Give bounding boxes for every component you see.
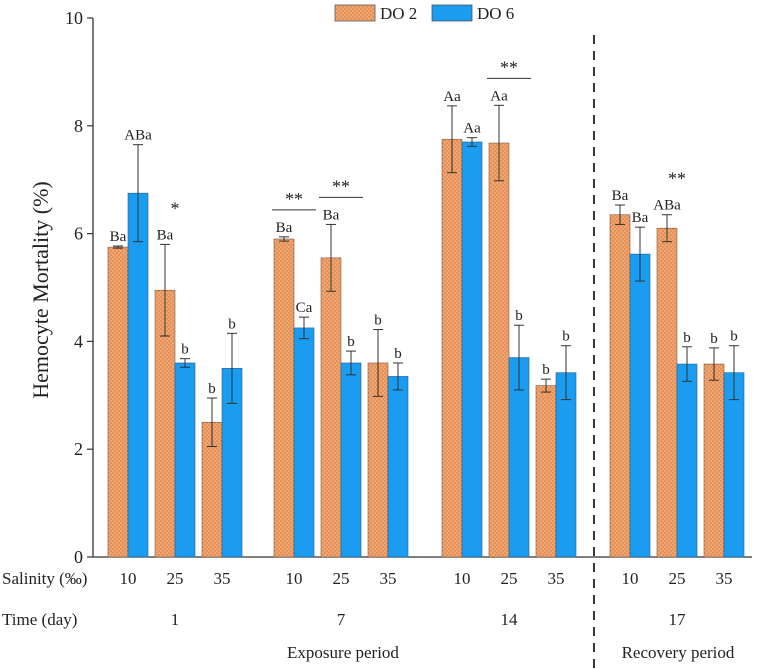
bar-do2: [488, 142, 510, 558]
bar-do6: [174, 362, 196, 558]
time-row-label: Time (day): [2, 610, 77, 629]
salinity-tick-label: 10: [454, 569, 471, 588]
salinity-tick-label: 35: [380, 569, 397, 588]
bar-do6: [127, 192, 149, 558]
time-tick-label: 1: [171, 610, 180, 629]
data-label-do6: b: [228, 316, 236, 332]
bar-do2: [703, 363, 725, 558]
y-tick-label: 4: [74, 331, 83, 351]
salinity-tick-label: 35: [716, 569, 733, 588]
data-label-do2: Ba: [157, 227, 174, 243]
significance-mark: **: [332, 176, 350, 196]
data-label-do6: b: [181, 342, 189, 358]
y-ticks: 0 2 4 6 8 10: [65, 8, 93, 567]
recovery-period-label: Recovery period: [622, 643, 735, 662]
legend-label-do6: DO 6: [477, 4, 514, 23]
y-tick-label: 6: [74, 224, 83, 244]
data-label-do2: Ba: [612, 188, 629, 204]
data-label-do2: Ba: [110, 229, 127, 245]
significance-mark: **: [500, 57, 518, 77]
salinity-tick-label: 10: [622, 569, 639, 588]
bar-do6: [387, 376, 409, 558]
bar-do2: [441, 138, 463, 558]
data-label-do6: b: [562, 329, 570, 345]
y-tick-label: 0: [74, 547, 83, 567]
time-tick-label: 17: [669, 610, 687, 629]
salinity-tick-label: 25: [333, 569, 350, 588]
salinity-tick-label: 35: [548, 569, 565, 588]
salinity-tick-label: 35: [214, 569, 231, 588]
data-label-do6: b: [347, 334, 355, 350]
data-label-do6: Ba: [632, 210, 649, 226]
bar-do6: [723, 372, 745, 558]
data-label-do2: Ba: [323, 207, 340, 223]
legend: DO 2 DO 6: [334, 4, 514, 23]
annotations: BaABaBabbb*BaCaBabbb****AaAaAabbb**BaBaA…: [110, 57, 738, 397]
salinity-tick-label: 25: [501, 569, 518, 588]
legend-swatch-do2: [334, 4, 376, 22]
bar-do6: [629, 253, 651, 558]
data-label-do2: Ba: [276, 220, 293, 236]
bar-do2: [320, 257, 342, 558]
salinity-tick-label: 25: [167, 569, 184, 588]
significance-mark: **: [285, 189, 303, 209]
bar-do6: [676, 363, 698, 558]
data-label-do2: ABa: [653, 198, 681, 214]
data-label-do2: b: [710, 331, 718, 347]
time-tick-label: 14: [501, 610, 519, 629]
data-label-do6: b: [683, 330, 691, 346]
x-category-rows: 10 25 35 1 10 25 35 7 10 25 35 14 10 25 35 17: [120, 569, 733, 629]
salinity-tick-label: 10: [120, 569, 137, 588]
bar-do2: [107, 246, 129, 558]
data-label-do6: ABa: [124, 128, 152, 144]
data-label-do6: b: [394, 346, 402, 362]
data-label-do2: b: [208, 381, 216, 397]
legend-label-do2: DO 2: [380, 4, 417, 23]
data-label-do6: b: [730, 329, 738, 345]
y-tick-label: 8: [74, 116, 83, 136]
bar-do2: [535, 385, 557, 558]
data-label-do2: b: [542, 362, 550, 378]
data-label-do2: Aa: [443, 89, 461, 105]
time-tick-label: 7: [337, 610, 346, 629]
bar-do6: [461, 141, 483, 558]
salinity-tick-label: 25: [669, 569, 686, 588]
legend-swatch-do6: [431, 4, 473, 22]
y-axis-label: Hemocyte Mortality (%): [28, 181, 53, 399]
data-label-do2: Aa: [490, 88, 508, 104]
bar-do2: [656, 227, 678, 558]
data-label-do6: Aa: [463, 121, 481, 137]
y-tick-label: 2: [74, 439, 83, 459]
bar-do2: [609, 214, 631, 558]
bar-do2: [273, 238, 295, 558]
data-label-do6: b: [515, 308, 523, 324]
data-label-do2: b: [374, 313, 382, 329]
salinity-row-label: Salinity (‰): [2, 569, 87, 588]
bar-do6: [340, 362, 362, 558]
bars: [107, 104, 745, 558]
significance-mark: *: [171, 198, 180, 218]
data-label-do6: Ca: [296, 300, 313, 316]
significance-mark: **: [668, 169, 686, 189]
salinity-tick-label: 10: [286, 569, 303, 588]
y-tick-label: 10: [65, 8, 83, 28]
exposure-period-label: Exposure period: [287, 643, 399, 662]
bar-do6: [555, 372, 577, 558]
bar-do6: [293, 327, 315, 558]
